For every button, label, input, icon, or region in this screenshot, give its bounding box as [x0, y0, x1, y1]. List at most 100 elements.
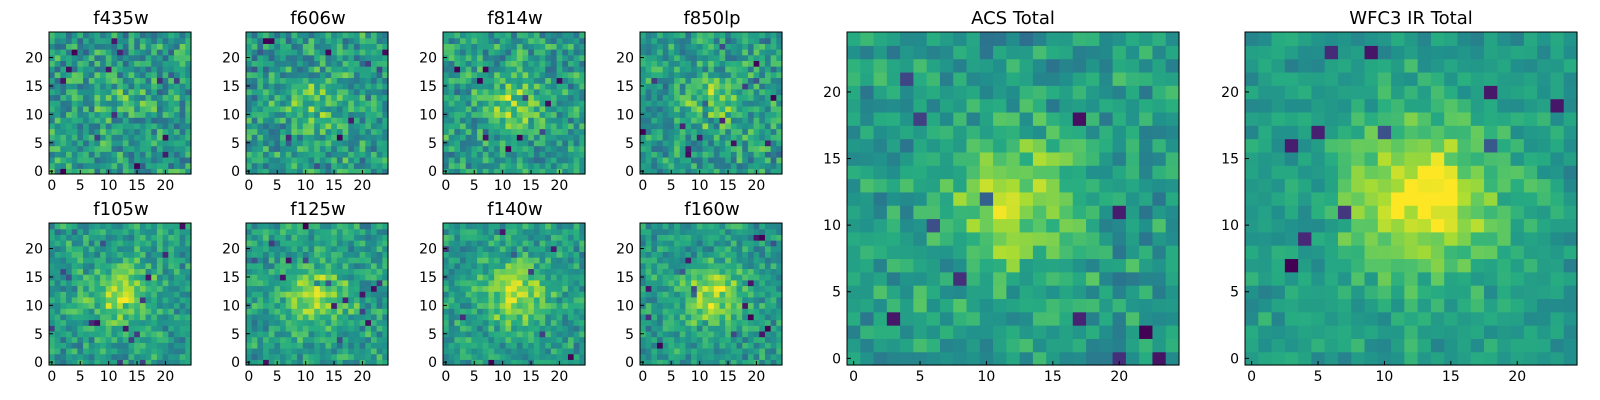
heatmap-cell — [122, 285, 130, 292]
heatmap-cell — [443, 319, 450, 326]
heatmap-cell — [134, 223, 141, 230]
heatmap-cell — [443, 105, 450, 113]
heatmap-cell — [117, 162, 124, 169]
heatmap-cell — [145, 94, 152, 101]
heatmap-cell — [331, 49, 338, 56]
heatmap-cell — [494, 60, 501, 67]
heatmap-cell — [550, 134, 558, 141]
heatmap-cell — [448, 117, 455, 124]
heatmap-cell — [263, 32, 270, 39]
heatmap-cell — [291, 262, 298, 270]
heatmap-cell — [528, 94, 535, 101]
heatmap-cell — [179, 156, 186, 164]
heatmap-cell — [168, 122, 175, 130]
heatmap-cell — [550, 122, 558, 130]
heatmap-cell — [83, 257, 90, 264]
heatmap-cell — [448, 49, 455, 56]
heatmap-cell — [674, 134, 681, 141]
heatmap-cell — [562, 37, 569, 44]
heatmap-cell — [139, 83, 147, 90]
heatmap-cell — [257, 347, 264, 355]
heatmap-cell — [522, 302, 529, 309]
heatmap-cell — [128, 347, 135, 355]
heatmap-cell — [702, 49, 709, 56]
heatmap-cell — [567, 32, 575, 39]
heatmap-cell — [308, 162, 315, 169]
heatmap-cell — [747, 66, 755, 73]
heatmap-cell — [708, 262, 715, 270]
heatmap-cell — [494, 168, 501, 175]
heatmap-cell — [49, 262, 56, 270]
heatmap-cell — [88, 240, 96, 247]
heatmap-cell — [454, 71, 461, 79]
heatmap-cell — [454, 77, 461, 84]
x-tick-label: 10 — [691, 178, 709, 194]
heatmap-cell — [185, 251, 192, 258]
heatmap-cell — [94, 128, 101, 135]
heatmap-cell — [111, 77, 118, 84]
heatmap-cell — [168, 353, 175, 360]
heatmap-cell — [348, 66, 355, 73]
heatmap-cell — [319, 336, 327, 343]
heatmap-cell — [528, 228, 535, 235]
heatmap-cell — [579, 156, 586, 164]
heatmap-cell — [770, 302, 777, 309]
heatmap-cell — [776, 60, 783, 67]
heatmap-cell — [314, 347, 321, 355]
heatmap-cell — [128, 308, 135, 315]
heatmap-cell — [376, 134, 383, 141]
heatmap-cell — [567, 168, 575, 175]
heatmap-cell — [122, 128, 130, 135]
heatmap-cell — [556, 151, 563, 158]
heatmap-cell — [713, 353, 721, 360]
heatmap-cell — [516, 262, 524, 270]
heatmap-cell — [308, 291, 315, 298]
heatmap-cell — [674, 88, 681, 96]
heatmap-cell — [66, 117, 73, 124]
heatmap-cell — [83, 245, 90, 252]
heatmap-cell — [556, 145, 563, 152]
heatmap-cell — [465, 43, 472, 50]
heatmap-cell — [505, 251, 512, 258]
heatmap-cell — [246, 128, 253, 135]
heatmap-cell — [674, 111, 681, 118]
heatmap-cell — [533, 325, 541, 332]
heatmap-cell — [494, 308, 501, 315]
heatmap-cell — [151, 302, 158, 309]
heatmap-cell — [376, 291, 383, 298]
heatmap-cell — [776, 325, 783, 332]
heatmap-cell — [88, 308, 96, 315]
heatmap-cell — [443, 49, 450, 56]
heatmap-cell — [319, 223, 327, 230]
heatmap-cell — [54, 66, 61, 73]
heatmap-cell — [77, 77, 84, 84]
heatmap-cell — [691, 54, 698, 61]
heatmap-cell — [60, 145, 67, 152]
y-tick-label: 0 — [428, 355, 437, 371]
heatmap-cell — [156, 77, 164, 84]
heatmap-cell — [702, 71, 709, 79]
heatmap-cell — [556, 291, 563, 298]
heatmap-cell — [443, 240, 450, 247]
heatmap-cell — [257, 151, 264, 158]
heatmap-cell — [708, 308, 715, 315]
heatmap-cell — [60, 71, 67, 79]
heatmap-cell — [770, 262, 777, 270]
heatmap-cell — [370, 83, 378, 90]
heatmap-cell — [268, 168, 275, 175]
heatmap-cell — [139, 139, 147, 147]
heatmap-cell — [562, 156, 569, 164]
heatmap-cell — [77, 285, 84, 292]
heatmap-cell — [482, 330, 490, 338]
heatmap-cell — [685, 134, 692, 141]
heatmap-cell — [382, 240, 389, 247]
heatmap-cell — [528, 319, 535, 326]
heatmap-cell — [83, 88, 90, 96]
heatmap-cell — [736, 105, 743, 113]
heatmap-cell — [185, 342, 192, 349]
heatmap-cell — [736, 279, 743, 287]
heatmap-cell — [348, 94, 355, 101]
heatmap-cell — [657, 88, 664, 96]
heatmap-cell — [730, 32, 738, 39]
heatmap-cell — [151, 228, 158, 235]
